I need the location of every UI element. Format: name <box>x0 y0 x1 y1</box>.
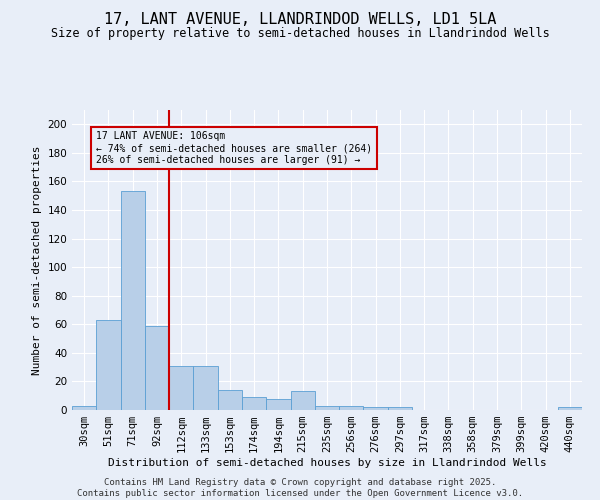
Bar <box>218 390 242 410</box>
Bar <box>72 406 96 410</box>
Bar <box>290 392 315 410</box>
Bar <box>364 407 388 410</box>
Y-axis label: Number of semi-detached properties: Number of semi-detached properties <box>32 145 42 375</box>
Text: Contains HM Land Registry data © Crown copyright and database right 2025.
Contai: Contains HM Land Registry data © Crown c… <box>77 478 523 498</box>
Bar <box>145 326 169 410</box>
Bar <box>339 406 364 410</box>
Bar <box>169 366 193 410</box>
Bar <box>121 192 145 410</box>
Text: 17, LANT AVENUE, LLANDRINDOD WELLS, LD1 5LA: 17, LANT AVENUE, LLANDRINDOD WELLS, LD1 … <box>104 12 496 28</box>
Bar <box>242 397 266 410</box>
Bar <box>558 407 582 410</box>
Text: Size of property relative to semi-detached houses in Llandrindod Wells: Size of property relative to semi-detach… <box>50 28 550 40</box>
Bar <box>193 366 218 410</box>
Bar <box>388 407 412 410</box>
X-axis label: Distribution of semi-detached houses by size in Llandrindod Wells: Distribution of semi-detached houses by … <box>107 458 547 468</box>
Bar <box>96 320 121 410</box>
Text: 17 LANT AVENUE: 106sqm
← 74% of semi-detached houses are smaller (264)
26% of se: 17 LANT AVENUE: 106sqm ← 74% of semi-det… <box>96 132 373 164</box>
Bar <box>266 398 290 410</box>
Bar <box>315 406 339 410</box>
